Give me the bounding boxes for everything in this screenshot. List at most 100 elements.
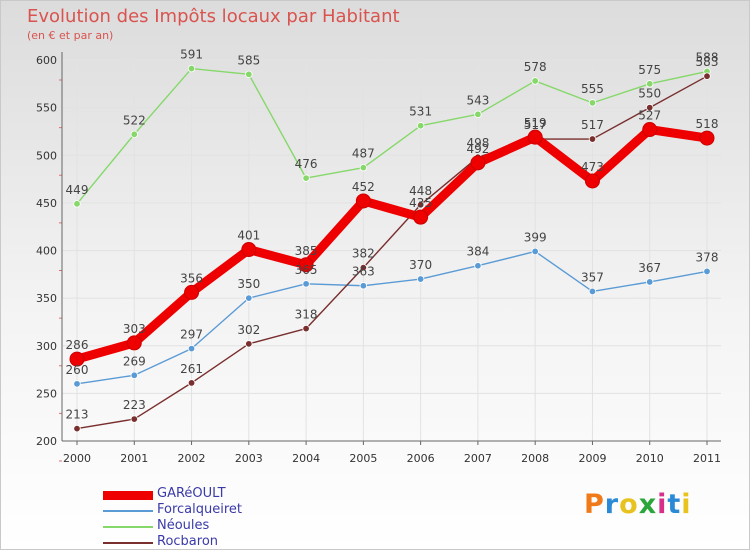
legend-swatch-n-oules: [103, 526, 153, 528]
logo-letter: o: [619, 489, 639, 520]
data-point-gar-oult: [584, 173, 600, 189]
data-point-rocbaron: [646, 103, 654, 112]
data-label-rocbaron: 223: [123, 398, 146, 412]
series-line-forcalqueiret: [76, 250, 708, 385]
data-label-n-oules: 591: [180, 48, 203, 62]
data-point-forcalqueiret: [130, 371, 138, 379]
data-point-forcalqueiret: [187, 344, 196, 353]
series-line-rocbaron: [76, 75, 708, 430]
series-line-n-oules: [76, 67, 708, 205]
data-label-rocbaron: 261: [180, 362, 203, 376]
data-label-gar-oult: 527: [638, 109, 661, 123]
data-label-forcalqueiret: 260: [66, 363, 89, 377]
data-point-n-oules: [187, 64, 196, 73]
data-label-gar-oult: 385: [295, 244, 318, 258]
data-label-gar-oult: 518: [696, 117, 719, 131]
y-tick-label: 450: [36, 197, 57, 210]
data-label-n-oules: 585: [237, 53, 260, 67]
y-tick-label: 550: [36, 102, 57, 115]
data-point-forcalqueiret: [302, 280, 310, 288]
data-point-rocbaron: [703, 72, 711, 80]
data-point-n-oules: [245, 70, 253, 78]
logo-letter: i: [681, 489, 692, 520]
data-point-gar-oult: [241, 242, 257, 258]
data-label-rocbaron: 213: [66, 408, 89, 422]
data-label-forcalqueiret: 399: [524, 230, 547, 244]
logo-letter: x: [638, 489, 658, 520]
data-point-gar-oult: [298, 257, 314, 273]
data-label-rocbaron: 583: [696, 55, 719, 69]
data-point-n-oules: [130, 130, 138, 138]
data-point-rocbaron: [73, 424, 81, 433]
data-label-rocbaron: 550: [638, 87, 661, 101]
data-point-n-oules: [302, 174, 310, 182]
legend-label-n-oules: Néoules: [157, 518, 210, 533]
data-point-rocbaron: [245, 340, 253, 348]
data-point-forcalqueiret: [531, 247, 539, 256]
data-label-gar-oult: 401: [237, 229, 260, 243]
data-point-rocbaron: [187, 379, 196, 387]
x-tick-label: 2005: [349, 452, 377, 465]
data-point-rocbaron: [416, 201, 425, 209]
data-label-forcalqueiret: 370: [409, 258, 432, 272]
data-label-gar-oult: 473: [581, 160, 604, 174]
data-label-gar-oult: 452: [352, 180, 375, 194]
data-point-gar-oult: [69, 351, 85, 367]
data-point-forcalqueiret: [474, 262, 482, 270]
data-point-gar-oult: [699, 130, 715, 146]
data-label-n-oules: 578: [524, 60, 547, 74]
x-tick-label: 2001: [120, 452, 148, 465]
y-tick-label: 200: [36, 435, 57, 448]
data-point-forcalqueiret: [73, 380, 81, 388]
data-point-gar-oult: [642, 122, 658, 138]
data-label-forcalqueiret: 367: [638, 261, 661, 275]
data-point-forcalqueiret: [359, 282, 368, 290]
data-label-forcalqueiret: 384: [466, 245, 489, 259]
data-point-gar-oult: [470, 155, 486, 171]
data-label-rocbaron: 302: [237, 323, 260, 337]
data-label-n-oules: 522: [123, 113, 146, 127]
data-label-gar-oult: 435: [409, 196, 432, 210]
x-tick-label: 2003: [235, 452, 263, 465]
data-label-n-oules: 575: [638, 63, 661, 77]
data-label-gar-oult: 286: [66, 338, 89, 352]
legend-swatch-gar-oult: [103, 490, 153, 500]
data-point-n-oules: [359, 163, 368, 172]
data-label-forcalqueiret: 350: [237, 277, 260, 291]
data-label-n-oules: 449: [66, 183, 89, 197]
data-label-gar-oult: 303: [123, 322, 146, 336]
data-label-gar-oult: 519: [524, 116, 547, 130]
x-tick-label: 2006: [407, 452, 435, 465]
data-point-gar-oult: [355, 193, 371, 209]
data-point-n-oules: [416, 122, 425, 130]
data-point-forcalqueiret: [245, 294, 253, 302]
x-tick-label: 2010: [636, 452, 664, 465]
data-point-rocbaron: [130, 415, 138, 423]
data-point-n-oules: [531, 77, 539, 85]
legend-swatch-forcalqueiret: [103, 510, 153, 512]
x-tick-label: 2002: [178, 452, 206, 465]
data-point-gar-oult: [184, 284, 200, 300]
data-label-rocbaron: 517: [581, 118, 604, 132]
legend-label-forcalqueiret: Forcalqueiret: [157, 502, 243, 517]
chart-subtitle: (en € et par an): [27, 29, 114, 42]
data-point-gar-oult: [126, 335, 142, 351]
y-tick-label: 350: [36, 292, 57, 305]
x-tick-label: 2011: [693, 452, 721, 465]
x-tick-label: 2008: [521, 452, 549, 465]
data-label-forcalqueiret: 365: [295, 263, 318, 277]
logo-letter: i: [657, 489, 668, 520]
data-label-n-oules: 543: [466, 93, 489, 107]
legend-label-gar-oult: GARéOULT: [157, 486, 226, 501]
legend-label-rocbaron: Rocbaron: [157, 534, 219, 549]
x-tick-label: 2007: [464, 452, 492, 465]
data-point-n-oules: [588, 99, 597, 107]
y-tick-label: 500: [36, 149, 57, 162]
data-label-gar-oult: 356: [180, 271, 203, 285]
data-point-rocbaron: [588, 135, 597, 143]
proxiti-logo: Proxiti: [584, 489, 692, 520]
data-point-rocbaron: [359, 263, 368, 272]
data-point-forcalqueiret: [703, 267, 711, 276]
data-label-forcalqueiret: 378: [696, 250, 719, 264]
